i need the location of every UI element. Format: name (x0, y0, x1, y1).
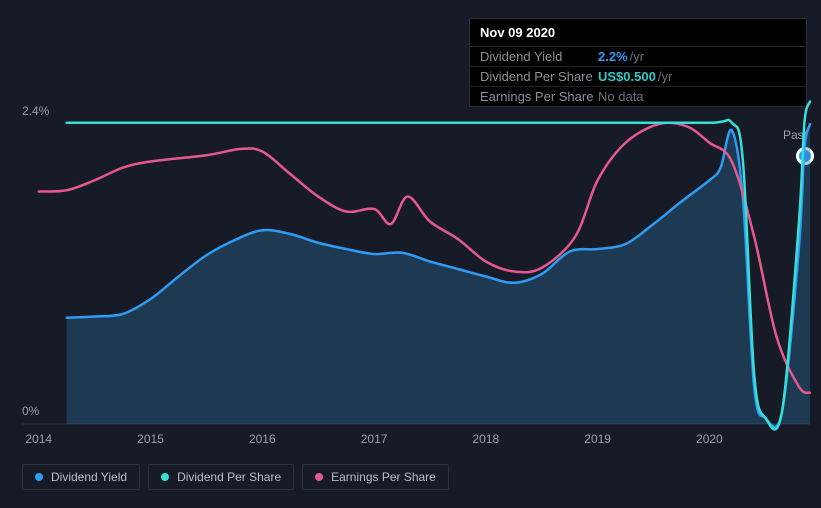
chart[interactable]: 2.4% 0% 2014 2015 2016 2017 2018 2019 2020 (0, 100, 821, 460)
x-axis-tick-label: 2015 (137, 432, 164, 446)
hover-tooltip: Nov 09 2020 Dividend Yield 2.2%/yr Divid… (469, 18, 807, 107)
tooltip-suffix: /yr (658, 69, 672, 84)
chart-svg (0, 100, 821, 460)
tooltip-row: Dividend Yield 2.2%/yr (470, 47, 806, 67)
legend-label: Dividend Per Share (177, 470, 281, 484)
legend-dot (161, 473, 169, 481)
legend-label: Dividend Yield (51, 470, 127, 484)
legend-label: Earnings Per Share (331, 470, 436, 484)
y-axis-min-label: 0% (22, 404, 39, 418)
x-axis-tick-label: 2018 (472, 432, 499, 446)
x-axis-tick-label: 2017 (361, 432, 388, 446)
legend-dot (35, 473, 43, 481)
tooltip-value: US$0.500 (598, 69, 656, 84)
tooltip-label: Dividend Yield (480, 49, 598, 64)
tooltip-row: Dividend Per Share US$0.500/yr (470, 67, 806, 87)
tooltip-label: Dividend Per Share (480, 69, 598, 84)
x-axis-tick-label: 2014 (25, 432, 52, 446)
x-axis-tick-label: 2016 (249, 432, 276, 446)
tooltip-date: Nov 09 2020 (470, 19, 806, 47)
tooltip-suffix: /yr (630, 49, 644, 64)
legend-item-dividend-per-share[interactable]: Dividend Per Share (148, 464, 294, 490)
legend-item-earnings-per-share[interactable]: Earnings Per Share (302, 464, 449, 490)
legend-item-dividend-yield[interactable]: Dividend Yield (22, 464, 140, 490)
legend-dot (315, 473, 323, 481)
y-axis-max-label: 2.4% (22, 104, 49, 118)
x-axis-tick-label: 2019 (584, 432, 611, 446)
x-axis-tick-label: 2020 (696, 432, 723, 446)
legend: Dividend Yield Dividend Per Share Earnin… (22, 464, 449, 490)
tooltip-value: 2.2% (598, 49, 628, 64)
